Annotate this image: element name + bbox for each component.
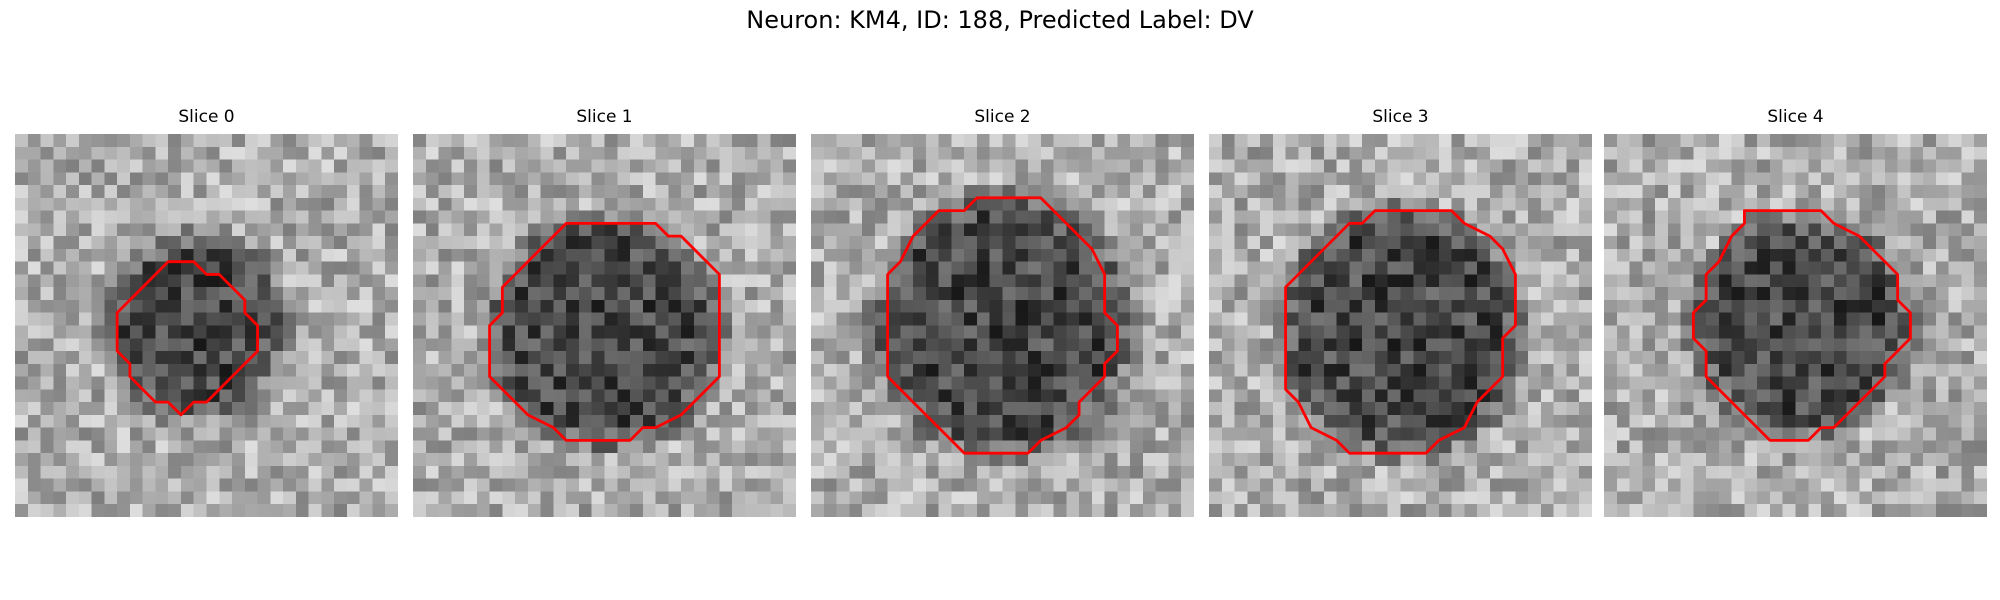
roi-contour bbox=[115, 260, 259, 417]
slice-0-image bbox=[15, 134, 398, 517]
slice-2-image bbox=[811, 134, 1194, 517]
slice-2-title: Slice 2 bbox=[974, 107, 1031, 127]
slice-4-image bbox=[1604, 134, 1987, 517]
slice-3-title: Slice 3 bbox=[1372, 107, 1429, 127]
slice-1-title: Slice 1 bbox=[576, 107, 633, 127]
roi-contour bbox=[1284, 209, 1517, 455]
figure-title: Neuron: KM4, ID: 188, Predicted Label: D… bbox=[746, 6, 1254, 34]
slice-1-image bbox=[413, 134, 796, 517]
pixel-grid bbox=[1604, 134, 1987, 517]
roi-contour bbox=[886, 196, 1119, 455]
roi-contour bbox=[1691, 209, 1912, 442]
slice-4-title: Slice 4 bbox=[1767, 107, 1824, 127]
slice-0-title: Slice 0 bbox=[178, 107, 235, 127]
pixel-grid bbox=[15, 134, 398, 517]
pixel-grid bbox=[811, 134, 1194, 517]
slice-3-image bbox=[1209, 134, 1592, 517]
roi-contour bbox=[488, 221, 721, 442]
pixel-grid bbox=[1209, 134, 1592, 517]
pixel-grid bbox=[413, 134, 796, 517]
